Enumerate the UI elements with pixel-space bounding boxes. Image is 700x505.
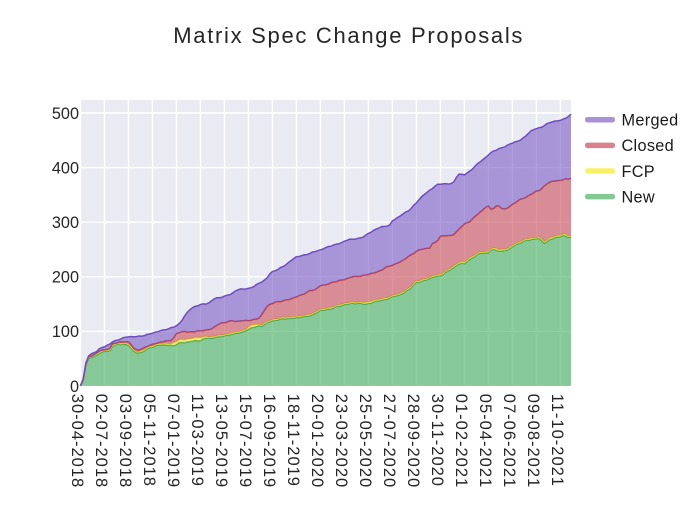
svg-text:20-01-2020: 20-01-2020 (308, 394, 326, 488)
svg-text:05-04-2021: 05-04-2021 (476, 394, 494, 488)
svg-text:07-01-2019: 07-01-2019 (164, 394, 182, 488)
svg-text:100: 100 (52, 323, 79, 341)
svg-text:Closed: Closed (622, 137, 674, 155)
svg-text:FCP: FCP (622, 163, 655, 181)
svg-text:200: 200 (52, 269, 79, 287)
svg-text:New: New (622, 188, 655, 206)
svg-text:03-09-2018: 03-09-2018 (116, 394, 134, 488)
svg-text:11-10-2021: 11-10-2021 (548, 394, 566, 487)
svg-text:Matrix Spec Change Proposals: Matrix Spec Change Proposals (173, 23, 524, 48)
svg-text:18-11-2019: 18-11-2019 (284, 394, 302, 487)
svg-text:09-08-2021: 09-08-2021 (524, 394, 542, 488)
svg-text:07-06-2021: 07-06-2021 (500, 394, 518, 488)
svg-text:15-07-2019: 15-07-2019 (236, 394, 254, 488)
svg-text:11-03-2019: 11-03-2019 (188, 394, 206, 487)
svg-text:Merged: Merged (622, 112, 679, 130)
svg-text:23-03-2020: 23-03-2020 (332, 394, 350, 488)
svg-text:30-04-2018: 30-04-2018 (68, 394, 86, 488)
svg-text:28-09-2020: 28-09-2020 (404, 394, 422, 488)
svg-text:400: 400 (52, 159, 79, 177)
svg-text:27-07-2020: 27-07-2020 (380, 394, 398, 488)
svg-text:25-05-2020: 25-05-2020 (356, 394, 374, 488)
svg-text:01-02-2021: 01-02-2021 (452, 394, 470, 488)
svg-text:30-11-2020: 30-11-2020 (428, 394, 446, 487)
svg-text:05-11-2018: 05-11-2018 (140, 394, 158, 487)
svg-text:02-07-2018: 02-07-2018 (92, 394, 110, 488)
svg-text:13-05-2019: 13-05-2019 (212, 394, 230, 488)
svg-text:0: 0 (70, 378, 79, 396)
svg-text:16-09-2019: 16-09-2019 (260, 394, 278, 488)
svg-text:300: 300 (52, 214, 79, 232)
svg-text:500: 500 (52, 105, 79, 123)
